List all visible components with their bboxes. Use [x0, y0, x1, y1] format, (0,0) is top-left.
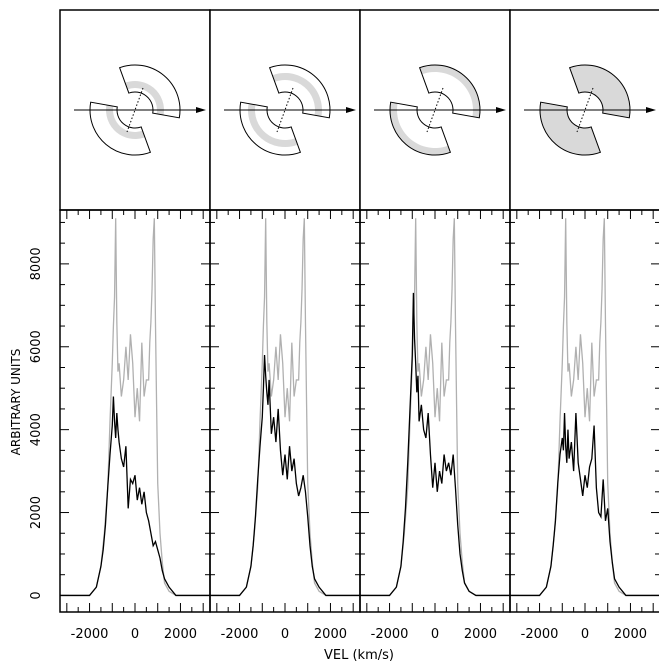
x-tick-label: 0	[431, 627, 439, 642]
black-series-line	[60, 396, 210, 597]
arrow-head	[196, 107, 206, 113]
axis-dotted-line	[576, 87, 594, 133]
wedge-outline	[118, 64, 181, 119]
black-series-line	[210, 355, 360, 597]
spectrum-panel: -2000 0 2000	[209, 209, 361, 642]
wedge-shading	[419, 65, 480, 118]
tick-marks	[360, 210, 510, 612]
diagram-panel	[359, 9, 511, 211]
axis-dotted-line	[276, 87, 294, 133]
spectrum-panel: -2000 0 2000	[509, 209, 659, 642]
wedge-outline	[89, 101, 152, 156]
gray-series-line	[210, 218, 360, 597]
gray-series-line	[360, 218, 510, 597]
plot-frame	[509, 209, 659, 613]
wedge-outline	[539, 101, 602, 156]
x-tick-label: 0	[581, 627, 589, 642]
wedge-shading	[569, 65, 630, 118]
x-tick-label: 0	[281, 627, 289, 642]
x-tick-label: 0	[131, 627, 139, 642]
y-tick-label: 2000	[29, 496, 44, 529]
wedge-outline	[418, 64, 481, 119]
axis-dotted-line	[126, 87, 144, 133]
x-tick-label: -2000	[221, 627, 259, 642]
spectrum-panel: -2000 0 2000	[359, 209, 511, 642]
gray-series-line	[510, 218, 659, 597]
y-tick-label: 8000	[29, 247, 44, 280]
wedge-outline	[568, 64, 631, 119]
axis-dotted-line	[426, 87, 444, 133]
x-tick-label: -2000	[371, 627, 409, 642]
x-tick-label: 2000	[314, 627, 347, 642]
gray-series-line	[60, 218, 210, 597]
wedge-outline	[239, 101, 302, 156]
x-tick-label: 2000	[614, 627, 647, 642]
tick-marks	[510, 210, 659, 612]
x-tick-label: 2000	[164, 627, 197, 642]
wedge-outline	[389, 101, 452, 156]
arrow-head	[646, 107, 656, 113]
wedge-shading	[105, 104, 145, 139]
y-tick-label: 6000	[29, 330, 44, 363]
y-tick-label: 0	[29, 591, 44, 599]
spectra-plots-row: -2000 0 2000 -2000 0 2000 -2000 0 2000 -2000 0 2000…	[29, 209, 659, 642]
wedge-outline	[268, 64, 331, 119]
arrow-head	[496, 107, 506, 113]
wedge-shading	[540, 102, 601, 155]
x-tick-label: -2000	[71, 627, 109, 642]
x-tick-label: -2000	[521, 627, 559, 642]
wedge-shading	[125, 81, 164, 116]
spectrum-panel: -2000 0 2000	[59, 209, 211, 642]
geometry-diagrams-row	[59, 9, 659, 211]
diagram-panel	[509, 9, 659, 211]
wedge-shading	[272, 73, 323, 117]
tick-marks	[60, 210, 210, 612]
y-axis-label: ARBITRARY UNITS	[9, 349, 23, 456]
x-tick-label: 2000	[464, 627, 497, 642]
x-axis-label: VEL (km/s)	[324, 648, 394, 663]
diagram-panel	[59, 9, 211, 211]
wedge-shading	[248, 103, 298, 148]
black-series-line	[360, 292, 510, 597]
arrow-head	[346, 107, 356, 113]
diagram-panel	[209, 9, 361, 211]
y-tick-label: 4000	[29, 413, 44, 446]
wedge-shading	[389, 102, 451, 155]
axis-labels: VEL (km/s) ARBITRARY UNITS	[9, 349, 394, 663]
black-series-line	[510, 413, 659, 597]
